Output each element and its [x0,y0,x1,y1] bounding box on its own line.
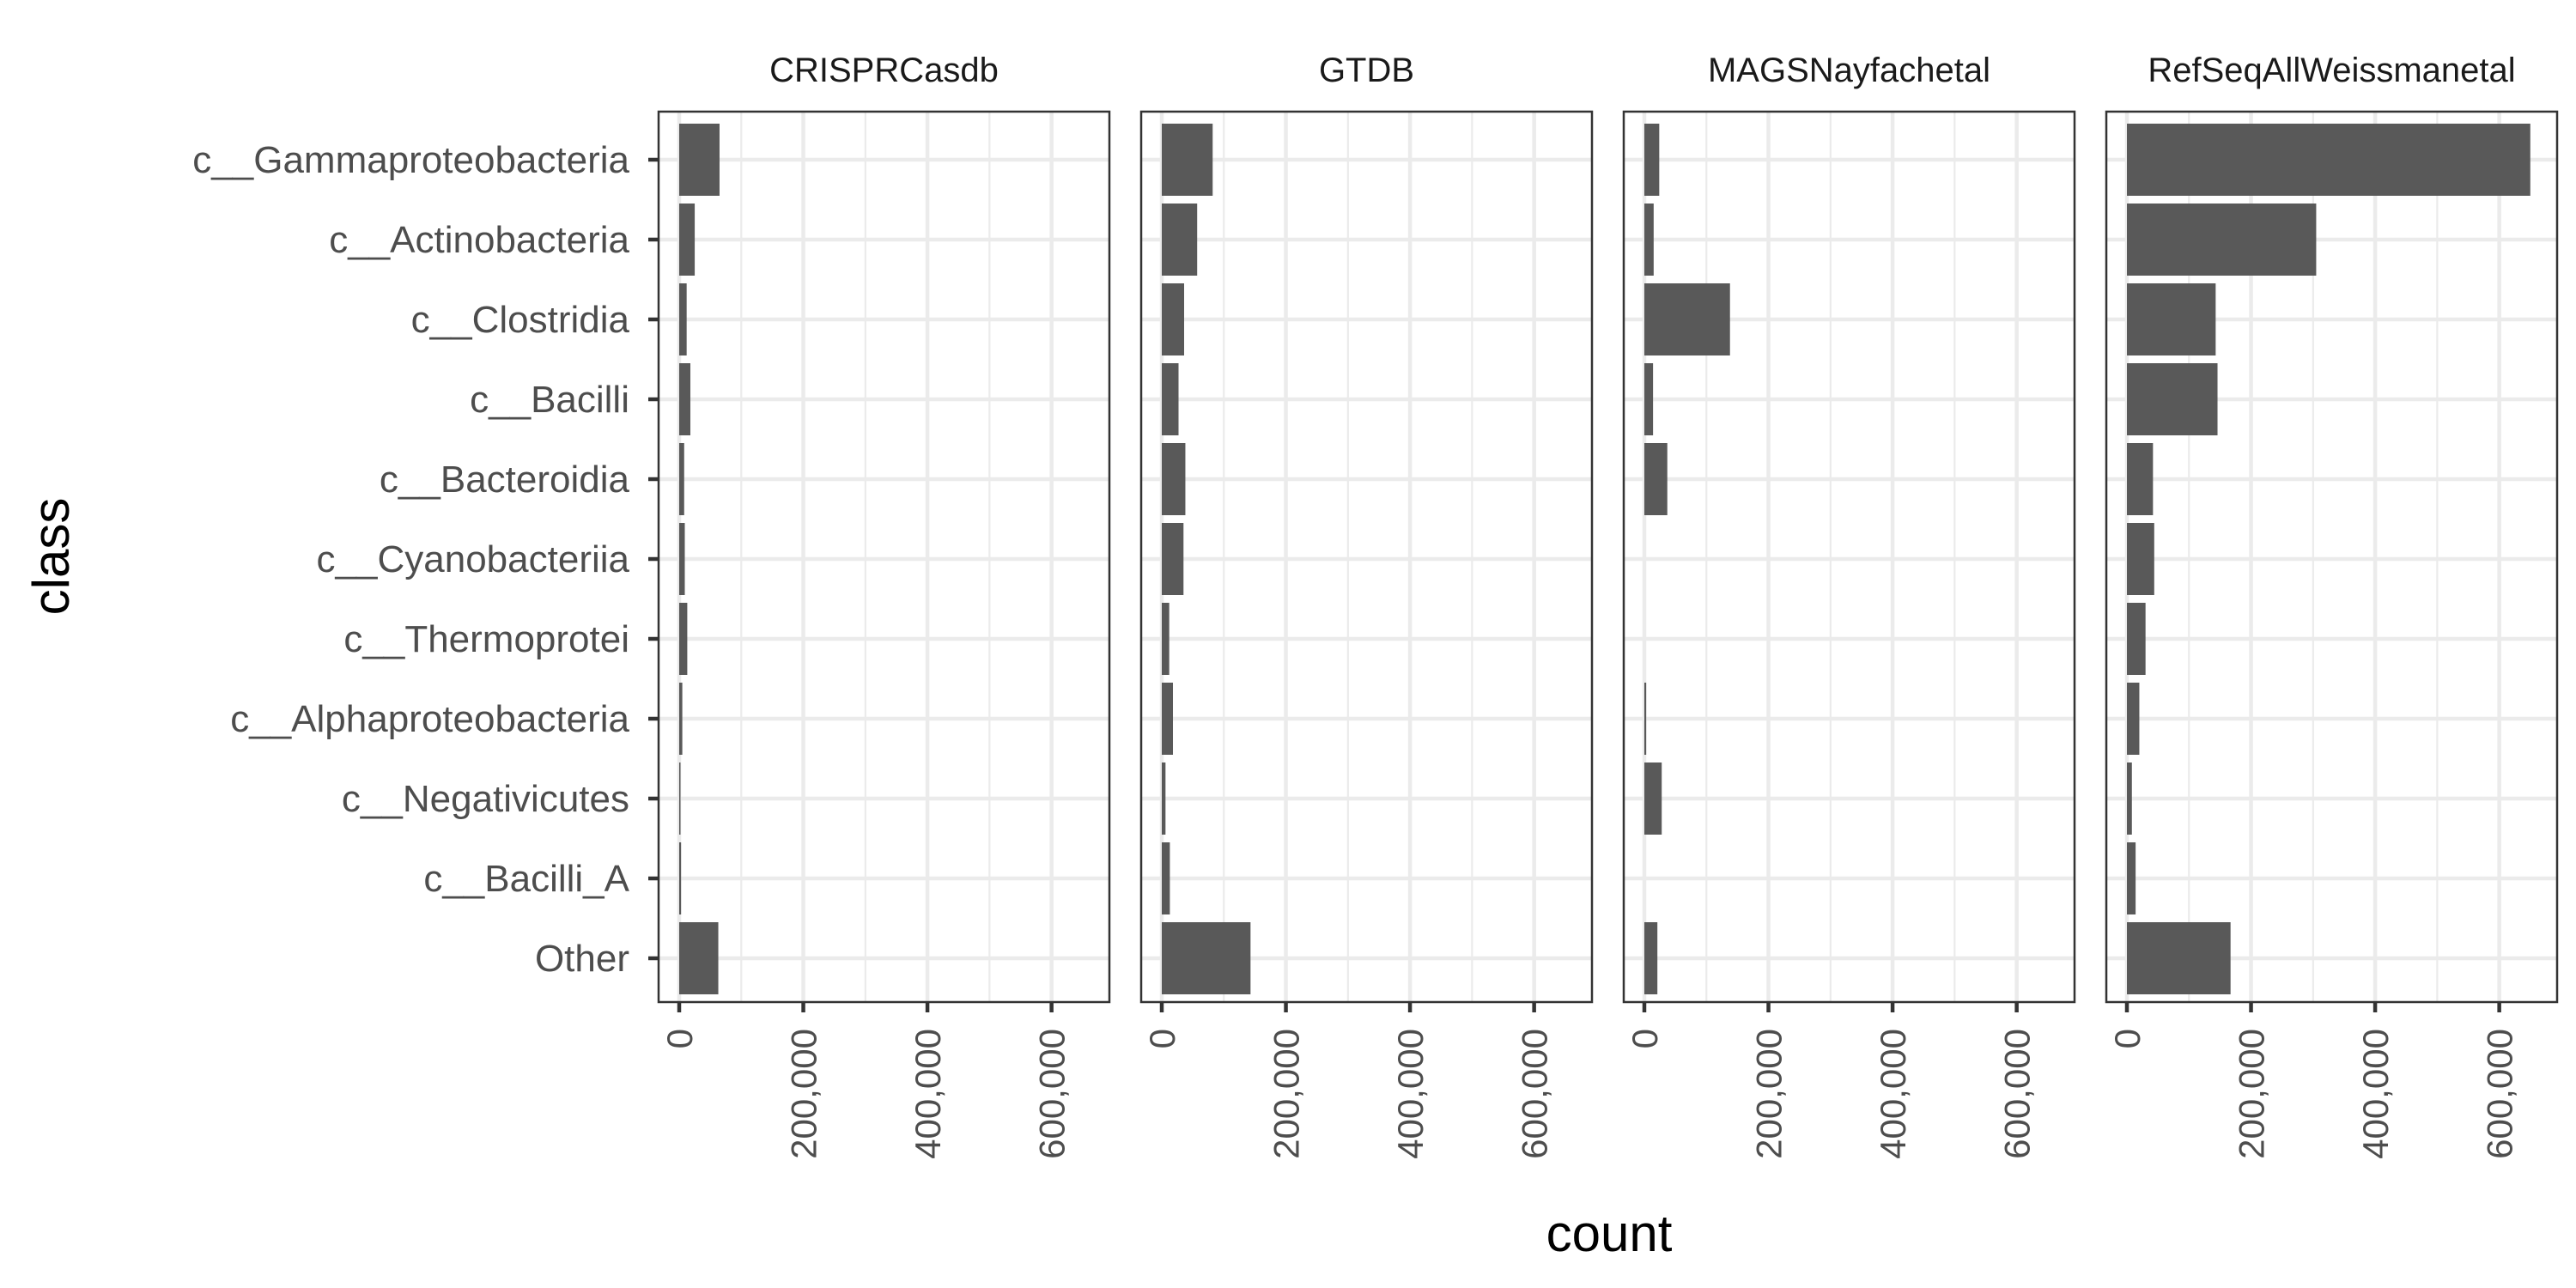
x-tick-label: 0 [1625,1029,1665,1048]
x-tick-label: 0 [2107,1029,2148,1048]
bar [1162,603,1170,675]
facet-label: CRISPRCasdb [769,52,999,89]
bar [2127,363,2218,435]
bar [2127,842,2136,914]
bar [679,363,691,435]
category-label: c__Gammaproteobacteria [192,139,629,181]
panel-border [657,110,1111,1004]
bar [1644,204,1654,276]
bar [679,922,719,994]
category-label: c__Negativicutes [342,778,629,820]
x-tick-label: 400,000 [1390,1029,1431,1159]
panel-border [1622,110,2076,1004]
category-label: c__Actinobacteria [329,219,629,261]
bar [2127,204,2317,276]
x-tick-label: 600,000 [1032,1029,1072,1159]
panel-border [2105,110,2559,1004]
category-label: c__Clostridia [411,299,630,341]
bar [2127,603,2146,675]
bar [1162,842,1170,914]
category-label: c__Alphaproteobacteria [230,698,629,740]
x-tick-label: 600,000 [1515,1029,1555,1159]
bar [679,523,685,595]
bar [1644,363,1654,435]
bar [1644,922,1658,994]
bar [1644,124,1660,196]
category-label: c__Cyanobacteriia [317,538,630,580]
category-label: Other [535,938,629,980]
x-tick-label: 200,000 [784,1029,824,1159]
bar [2127,683,2140,755]
bar [1162,523,1184,595]
x-tick-label: 600,000 [2480,1029,2520,1159]
bar [2127,762,2132,835]
bar [2127,443,2154,515]
y-axis-title: class [22,498,80,616]
bar [2127,124,2530,196]
category-label: c__Bacilli_A [423,858,629,900]
bar [679,842,682,914]
bar [1162,283,1185,355]
x-tick-label: 0 [1142,1029,1182,1048]
x-tick-label: 400,000 [2355,1029,2396,1159]
bar [1162,443,1186,515]
bar [1162,124,1213,196]
facet-label: MAGSNayfachetal [1708,52,1990,89]
bar [1644,683,1647,755]
bar [2127,922,2231,994]
bar [1644,443,1668,515]
facet-label: GTDB [1319,52,1414,89]
x-tick-label: 200,000 [1267,1029,1307,1159]
facet-label: RefSeqAllWeissmanetal [2148,52,2515,89]
category-label: c__Thermoprotei [343,618,629,660]
panel-GTDB: GTDB 0 200,000 400,000 600,000 [1139,52,1594,1159]
x-tick-label: 600,000 [1997,1029,2038,1159]
bar [2127,283,2216,355]
bar [679,124,720,196]
bar [1162,762,1166,835]
bar [1162,922,1251,994]
bar [679,443,684,515]
bar [1162,204,1198,276]
category-label: c__Bacteroidia [380,459,630,501]
panel-border [1139,110,1594,1004]
bar [679,683,683,755]
bar [679,204,696,276]
bar [1162,363,1179,435]
y-axis: c__Gammaproteobacteria c__Actinobacteriac… [192,139,659,980]
bar [1162,683,1174,755]
x-tick-label: 200,000 [2232,1029,2272,1159]
bar [679,283,687,355]
bar [1644,762,1662,835]
x-tick-label: 400,000 [1873,1029,1913,1159]
bar [2127,523,2154,595]
category-label: c__Bacilli [470,379,629,421]
x-tick-label: 0 [659,1029,700,1048]
x-axis-title: count [1546,1205,1673,1262]
x-tick-label: 200,000 [1749,1029,1789,1159]
chart-panels: CRISPRCasdb 0 200,000 400,000 600,000 GTDB 0 20… [657,52,2559,1159]
bar [679,762,681,835]
bar [679,603,688,675]
x-tick-label: 400,000 [908,1029,948,1159]
panel-MAGSNayfachetal: MAGSNayfachetal 0 200,000 400,000 600,000 [1622,52,2076,1159]
panel-CRISPRCasdb: CRISPRCasdb 0 200,000 400,000 600,000 [657,52,1111,1159]
panel-RefSeqAllWeissmanetal: RefSeqAllWeissmanetal 0 200,000 400,000 600,… [2105,52,2559,1159]
bar [1644,283,1730,355]
